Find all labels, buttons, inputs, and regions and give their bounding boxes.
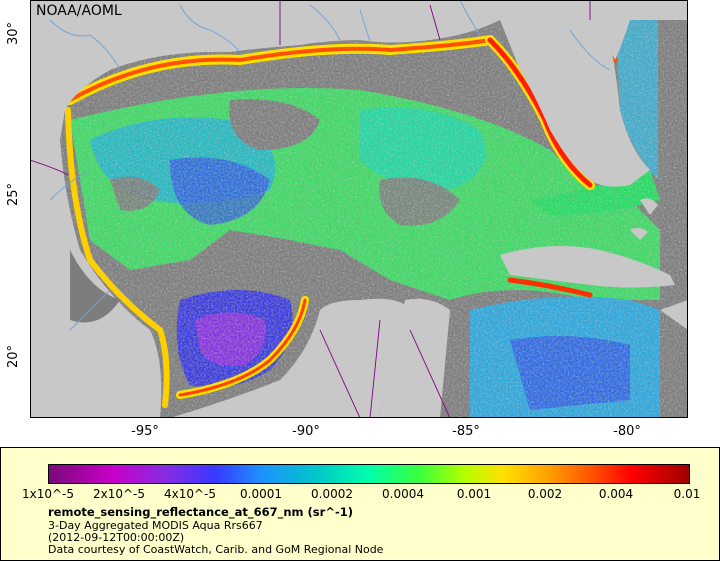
land <box>30 0 688 418</box>
legend-line2: (2012-09-12T00:00:00Z) <box>48 531 185 544</box>
legend-title: remote_sensing_reflectance_at_667_nm (sr… <box>48 505 353 519</box>
colorbar-label: 1x10^-5 <box>21 487 75 501</box>
colorbar-label: 0.0001 <box>240 487 282 501</box>
x-tick-90: -90° <box>292 424 320 439</box>
colorbar-label: 0.002 <box>527 487 563 501</box>
legend-line1: 3-Day Aggregated MODIS Aqua Rrs667 <box>48 519 263 532</box>
ocean-color-map <box>30 0 688 418</box>
credit-label: NOAA/AOML <box>36 3 122 19</box>
x-tick-85: -85° <box>452 424 480 439</box>
y-tick-30: 30° <box>6 21 21 45</box>
colorbar-label: 0.004 <box>598 487 634 501</box>
y-tick-25: 25° <box>6 182 21 206</box>
map-border <box>30 0 688 418</box>
colorbar-label: 0.001 <box>456 487 492 501</box>
colorbar-label: 4x10^-5 <box>163 487 217 501</box>
colorbar <box>48 464 690 484</box>
nodata-nearshore <box>70 250 120 323</box>
x-tick-95: -95° <box>131 424 159 439</box>
colorbar-label: 0.0004 <box>382 487 424 501</box>
rivers <box>49 0 611 331</box>
legend-panel: 1x10^-5 2x10^-5 4x10^-5 0.0001 0.0002 0.… <box>0 447 720 561</box>
colorbar-label: 2x10^-5 <box>92 487 146 501</box>
y-tick-20: 20° <box>6 344 21 368</box>
x-tick-80: -80° <box>613 424 641 439</box>
coastal-bands <box>65 17 618 408</box>
map-panel[interactable]: NOAA/AOML <box>30 0 688 418</box>
colorbar-label: 0.0002 <box>311 487 353 501</box>
legend-line3: Data courtesy of CoastWatch, Carib. and … <box>48 543 384 556</box>
colorbar-label: 0.01 <box>673 487 701 501</box>
borders <box>30 0 591 418</box>
